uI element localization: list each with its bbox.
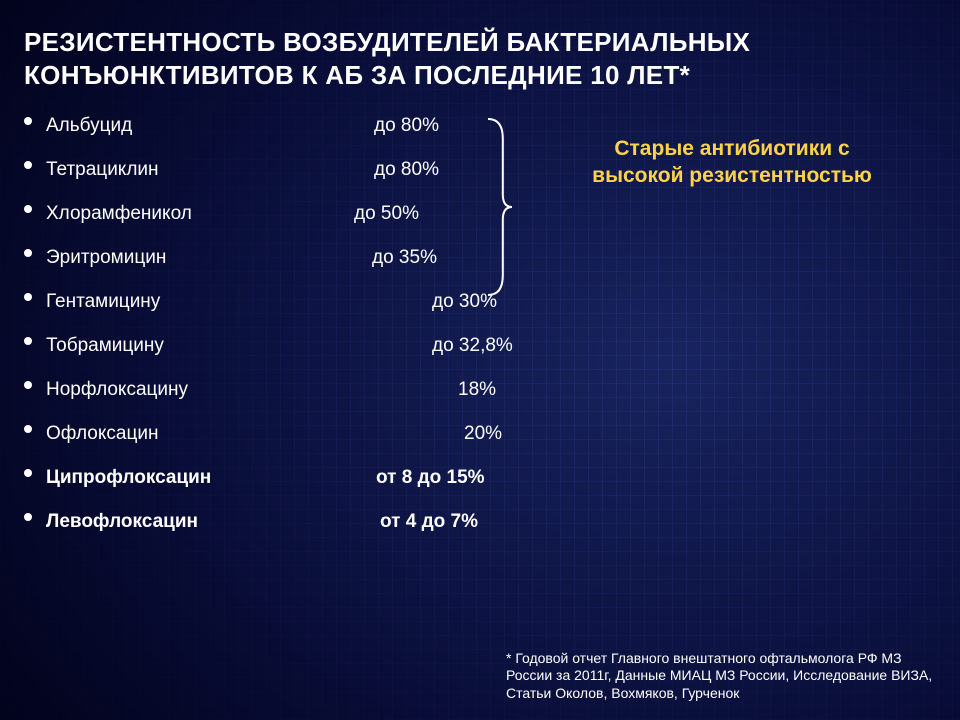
bullet-icon [24, 205, 32, 213]
list-item: Левофлоксацинот 4 до 7% [24, 511, 936, 533]
list-item: Эритромициндо 35% [24, 247, 936, 269]
antibiotic-name: Альбуцид [46, 115, 374, 137]
callout-label: Старые антибиотики с высокой резистентно… [542, 135, 922, 190]
antibiotic-name: Левофлоксацин [46, 511, 380, 533]
title-line-2: КОНЪЮНКТИВИТОВ К АБ ЗА ПОСЛЕДНИЕ 10 ЛЕТ* [24, 60, 690, 90]
antibiotic-name: Эритромицин [46, 247, 372, 269]
list-item: Альбуциддо 80% [24, 115, 936, 137]
antibiotic-name: Хлорамфеникол [46, 203, 354, 225]
bullet-icon [24, 469, 32, 477]
resistance-value: до 32,8% [432, 335, 513, 357]
resistance-value: 20% [464, 423, 502, 445]
resistance-value: до 50% [354, 203, 419, 225]
callout-line-2: высокой резистентностью [592, 164, 872, 187]
antibiotic-name: Гентамицину [46, 291, 432, 313]
callout-line-1: Старые антибиотики с [614, 137, 849, 160]
bullet-icon [24, 337, 32, 345]
antibiotic-name: Офлоксацин [46, 423, 464, 445]
bullet-icon [24, 249, 32, 257]
antibiotic-name: Ципрофлоксацин [46, 467, 376, 489]
antibiotic-name: Тобрамицину [46, 335, 432, 357]
bullet-icon [24, 117, 32, 125]
resistance-value: 18% [458, 379, 496, 401]
resistance-value: до 35% [372, 247, 437, 269]
bullet-icon [24, 425, 32, 433]
slide: РЕЗИСТЕНТНОСТЬ ВОЗБУДИТЕЛЕЙ БАКТЕРИАЛЬНЫ… [0, 0, 960, 720]
list-item: Гентамицинудо 30% [24, 291, 936, 313]
list-item: Норфлоксацину18% [24, 379, 936, 401]
brace-icon [486, 117, 514, 302]
bullet-icon [24, 161, 32, 169]
resistance-value: от 8 до 15% [376, 467, 485, 489]
resistance-value: до 80% [374, 115, 439, 137]
resistance-value: от 4 до 7% [380, 511, 478, 533]
bullet-icon [24, 293, 32, 301]
resistance-value: до 80% [374, 159, 439, 181]
antibiotic-name: Норфлоксацину [46, 379, 458, 401]
list-item: Хлорамфениколдо 50% [24, 203, 936, 225]
bullet-icon [24, 513, 32, 521]
list-item: Офлоксацин20% [24, 423, 936, 445]
antibiotic-name: Тетрациклин [46, 159, 374, 181]
list-item: Тобрамицинудо 32,8% [24, 335, 936, 357]
content-area: Альбуциддо 80%Тетрациклиндо 80%Хлорамфен… [24, 115, 936, 533]
list-item: Ципрофлоксацинот 8 до 15% [24, 467, 936, 489]
title-line-1: РЕЗИСТЕНТНОСТЬ ВОЗБУДИТЕЛЕЙ БАКТЕРИАЛЬНЫ… [24, 27, 750, 57]
slide-title: РЕЗИСТЕНТНОСТЬ ВОЗБУДИТЕЛЕЙ БАКТЕРИАЛЬНЫ… [24, 26, 936, 93]
footnote: * Годовой отчет Главного внештатного офт… [506, 650, 936, 703]
bullet-icon [24, 381, 32, 389]
